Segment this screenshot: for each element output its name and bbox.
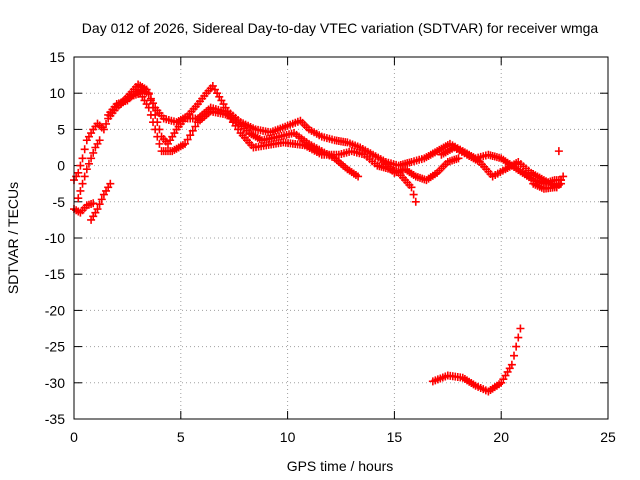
data-point <box>99 125 108 134</box>
data-point <box>354 172 363 181</box>
x-tick-label: 25 <box>600 429 616 445</box>
y-tick-label: -15 <box>45 266 65 282</box>
x-tick-label: 0 <box>70 429 78 445</box>
x-tick-label: 20 <box>493 429 509 445</box>
data-point <box>151 125 160 134</box>
data-point <box>181 139 190 148</box>
data-point <box>102 119 111 128</box>
data-point <box>559 172 568 181</box>
x-tick-label: 15 <box>387 429 403 445</box>
data-point <box>78 154 87 163</box>
data-point <box>554 147 563 156</box>
y-tick-label: 0 <box>57 158 65 174</box>
grid-lines <box>74 57 608 419</box>
data-point <box>89 148 98 157</box>
data-point <box>89 199 98 208</box>
data-point <box>106 179 115 188</box>
y-tick-label: -20 <box>45 302 65 318</box>
series-trace-7 <box>379 154 463 185</box>
data-point <box>80 172 89 181</box>
series-trace-6 <box>74 136 104 203</box>
data-point <box>191 122 200 131</box>
series-trace-10 <box>428 324 525 396</box>
y-tick-label: -35 <box>45 411 65 427</box>
plot-frame <box>73 56 609 420</box>
chart-title: Day 012 of 2026, Sidereal Day-to-day VTE… <box>82 20 599 36</box>
data-point <box>93 205 102 214</box>
y-tick-label: 5 <box>57 121 65 137</box>
y-tick-label: 15 <box>49 49 65 65</box>
data-point <box>514 333 523 342</box>
data-point <box>512 342 521 351</box>
data-point <box>510 351 519 360</box>
data-point <box>516 324 525 333</box>
data-point <box>557 179 566 188</box>
data-point <box>74 168 83 177</box>
data-point <box>507 360 516 369</box>
data-point <box>144 103 153 112</box>
data-point <box>76 186 85 195</box>
series-trace-3 <box>116 89 420 206</box>
data-point <box>186 131 195 140</box>
data-point <box>76 161 85 170</box>
x-axis-label: GPS time / hours <box>287 458 394 474</box>
y-tick-label: -30 <box>45 375 65 391</box>
data-point <box>95 136 104 145</box>
series-trace-9 <box>529 147 566 193</box>
data-point <box>82 165 91 174</box>
data-point <box>183 135 192 144</box>
y-tick-label: -10 <box>45 230 65 246</box>
data-point <box>149 118 158 127</box>
y-axis-label: SDTVAR / TECUs <box>5 182 21 294</box>
data-point <box>155 139 164 148</box>
data-point <box>188 126 197 135</box>
data-point <box>409 190 418 199</box>
data-point <box>153 132 162 141</box>
data-point <box>84 159 93 168</box>
data-point <box>411 197 420 206</box>
data-point <box>407 183 416 192</box>
data-point <box>87 154 96 163</box>
data-points <box>70 80 568 396</box>
data-point <box>454 154 463 163</box>
series-trace-5 <box>87 179 115 224</box>
x-tick-label: 10 <box>280 429 296 445</box>
y-tick-label: -5 <box>53 194 66 210</box>
data-point <box>144 89 153 98</box>
data-point <box>95 200 104 209</box>
axis-ticks: 0 5 10 15 20 25 -35 -30 -25 -20 -15 -10 -5 0 5 10 15 <box>45 49 616 445</box>
data-point <box>78 179 87 188</box>
data-point <box>97 195 106 204</box>
y-tick-label: 10 <box>49 85 65 101</box>
x-tick-label: 5 <box>177 429 185 445</box>
data-point <box>74 194 83 203</box>
y-tick-label: -25 <box>45 339 65 355</box>
data-point <box>80 145 89 154</box>
data-point <box>146 110 155 119</box>
